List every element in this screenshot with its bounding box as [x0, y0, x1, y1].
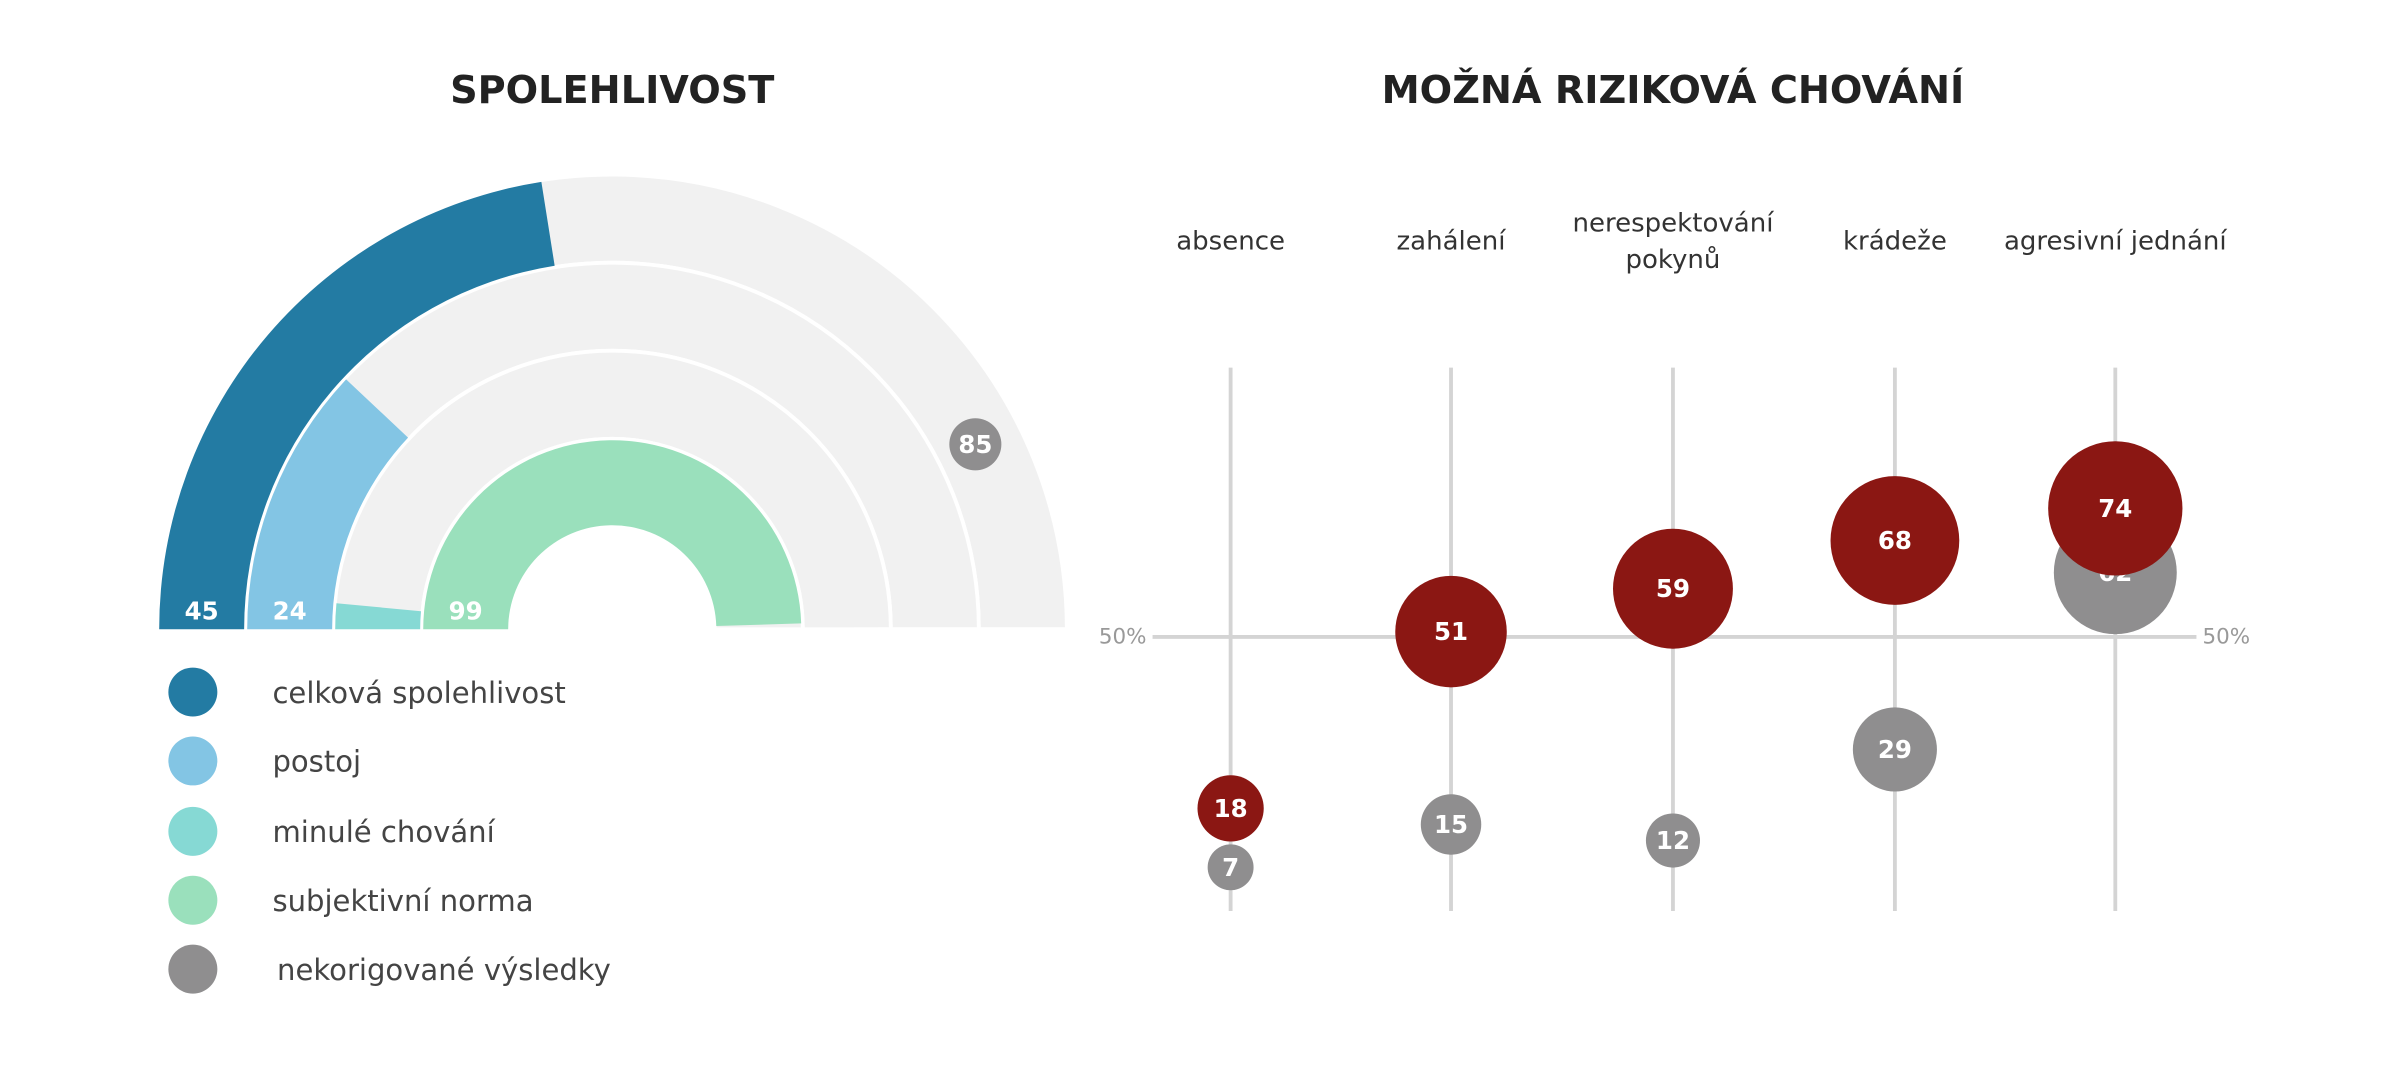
legend-label: subjektivní norma: [272, 884, 533, 918]
category-label: zahálení: [1397, 227, 1507, 257]
ring-bar: [423, 440, 802, 630]
bubble-value-label: 29: [1878, 735, 1912, 764]
bubble: [1612, 528, 1733, 649]
bubble-value-label: 7: [1222, 853, 1239, 882]
uncorrected-value-label: 85: [958, 430, 992, 459]
ring-bar: [247, 379, 409, 630]
bubble-chart: 50% 50% absence zahálení nerespektování pokyn…: [1099, 208, 2250, 911]
legend-label: celková spolehlivost: [272, 676, 565, 710]
reference-label-left: 50%: [1099, 624, 1147, 649]
uncorrected-marker: [949, 418, 1002, 471]
bubble: [1420, 794, 1482, 855]
ring-bar: [335, 603, 422, 630]
bubble-value-label: 12: [1656, 826, 1690, 855]
legend-label: minulé chování: [272, 815, 495, 849]
ring-value-label: 45: [185, 596, 219, 625]
legend: celková spolehlivost postoj minulé chování…: [168, 667, 611, 994]
category-label: agresivní jednání: [2004, 227, 2227, 257]
category-label: absence: [1176, 227, 1285, 257]
bubble: [1207, 844, 1254, 891]
bubble: [1852, 707, 1937, 792]
bubble-value-label: 68: [1878, 526, 1912, 555]
category-label: pokynů: [1625, 245, 1720, 275]
ring-value-label: 99: [449, 596, 483, 625]
legend-swatch: [168, 875, 218, 925]
legend-label: nekorigované výsledky: [277, 953, 611, 987]
legend-swatch: [168, 736, 218, 786]
reference-label-right: 50%: [2203, 624, 2251, 649]
bubble: [1830, 476, 1960, 605]
category-label: krádeže: [1843, 227, 1947, 257]
legend-swatch: [168, 806, 218, 856]
legend-swatch: [168, 944, 218, 994]
legend-swatch: [168, 667, 218, 717]
bubble-value-label: 74: [2098, 494, 2132, 523]
bubble: [1645, 813, 1701, 868]
bubble-value-label: 59: [1656, 574, 1690, 603]
bubble: [1395, 575, 1507, 688]
bubble: [2048, 441, 2183, 576]
risk-behaviour-title: MOŽNÁ RIZIKOVÁ CHOVÁNÍ: [1382, 66, 1965, 113]
ring-value-label: 24: [273, 596, 307, 625]
bubble-value-label: 18: [1214, 794, 1248, 823]
legend-label: postoj: [272, 745, 361, 779]
ring-bar: [159, 181, 555, 630]
reliability-title: SPOLEHLIVOST: [450, 68, 774, 113]
bubble: [1197, 775, 1264, 842]
bubble-value-label: 15: [1434, 810, 1468, 839]
radial-bar-chart: 45 24 99 85: [155, 172, 1069, 632]
bubble-value-label: 51: [1434, 617, 1468, 646]
category-label: nerespektování: [1572, 208, 1774, 238]
